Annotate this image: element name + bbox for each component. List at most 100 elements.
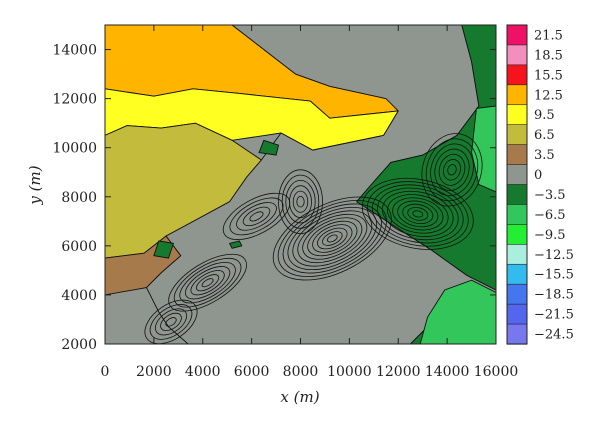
- contour-line-10: [277, 200, 387, 277]
- colorbar-label-1: 18.5: [534, 48, 563, 63]
- colorbar-label-8: −3.5: [534, 188, 566, 203]
- contour-line-49: [160, 312, 182, 332]
- colorbar-label-11: −12.5: [534, 248, 574, 263]
- contour-line-26: [434, 148, 470, 191]
- contour-line-43: [190, 270, 225, 296]
- contour-line-4: [307, 220, 358, 257]
- contour-line-5: [302, 217, 363, 260]
- contour-line-6: [297, 213, 368, 264]
- contour-line-1: [322, 231, 343, 246]
- x-tick-label-3: 6000: [234, 364, 270, 380]
- colorbar-label-15: −24.5: [534, 328, 574, 343]
- colorbar-swatch-3: [506, 84, 528, 106]
- colorbar-swatch-6: [506, 144, 528, 166]
- contour-line-22: [361, 177, 474, 250]
- colorbar-swatch-7: [506, 164, 528, 186]
- contour-region-8: [153, 240, 174, 259]
- contour-line-11: [272, 196, 392, 281]
- colorbar-swatch-9: [506, 204, 528, 225]
- colorbar-label-4: 9.5: [534, 108, 555, 123]
- contour-line-28: [425, 138, 479, 202]
- contour-line-25: [438, 153, 466, 186]
- colorbar-swatch-4: [506, 104, 528, 126]
- colorbar-swatch-12: [506, 263, 528, 285]
- colorbar-swatch-2: [506, 64, 528, 86]
- contour-line-45: [179, 262, 236, 304]
- contour-line-46: [173, 257, 242, 308]
- contour-line-7: [292, 210, 373, 267]
- y-axis-ticks: 2000 4000 6000 8000 10000 12000 14000: [52, 43, 496, 353]
- colorbar-label-7: 0: [534, 168, 542, 183]
- colorbar: 21.5 18.5 15.5 12.5 9.5 6.5 3.5 0 −3.5 −6.5 −9.5 −1…: [506, 24, 574, 345]
- y-tick-label-5: 12000: [52, 92, 97, 108]
- colorbar-swatch-13: [506, 283, 528, 305]
- colorbar-frame: [506, 24, 528, 345]
- contour-line-37: [242, 206, 271, 227]
- contour-line-21: [366, 181, 469, 247]
- colorbar-swatch-11: [506, 244, 528, 265]
- contour-lines: [144, 133, 483, 344]
- colorbar-label-13: −18.5: [534, 288, 574, 303]
- contour-region-9: [228, 240, 243, 249]
- contour-fill-regions: [105, 25, 496, 344]
- colorbar-label-2: 15.5: [534, 68, 563, 83]
- y-tick-label-2: 6000: [61, 239, 97, 255]
- contour-line-31: [292, 190, 309, 213]
- colorbar-label-0: 21.5: [534, 28, 563, 43]
- colorbar-label-12: −15.5: [534, 268, 574, 283]
- x-tick-label-1: 2000: [136, 364, 172, 380]
- colorbar-swatch-0: [506, 24, 528, 46]
- colorbar-swatch-8: [506, 184, 528, 206]
- contour-line-47: [168, 253, 247, 312]
- contour-region-7: [419, 279, 496, 344]
- colorbar-label-14: −21.5: [534, 308, 574, 323]
- contour-line-0: [326, 234, 338, 243]
- contour-line-15: [397, 200, 439, 228]
- contour-line-16: [392, 197, 444, 231]
- colorbar-label-6: 3.5: [534, 148, 555, 163]
- contour-line-14: [402, 203, 434, 225]
- contour-line-38: [236, 202, 277, 231]
- y-tick-label-1: 4000: [61, 288, 97, 304]
- contour-line-9: [282, 203, 382, 274]
- colorbar-swatch-1: [506, 44, 528, 66]
- contour-line-48: [165, 317, 177, 327]
- contour-line-27: [430, 143, 474, 197]
- contour-line-39: [229, 197, 284, 236]
- colorbar-swatch-15: [506, 323, 528, 345]
- contour-line-23: [447, 164, 457, 176]
- y-axis-label: y (m): [26, 165, 44, 205]
- y-tick-label-3: 8000: [61, 190, 97, 206]
- x-tick-label-0: 0: [101, 364, 110, 380]
- contour-line-33: [285, 179, 316, 224]
- x-axis-label: x (m): [280, 388, 319, 406]
- contour-line-18: [382, 190, 454, 237]
- contour-line-12: [412, 210, 424, 218]
- colorbar-swatch-10: [506, 224, 528, 245]
- contour-line-19: [377, 187, 459, 241]
- contour-line-51: [149, 304, 193, 340]
- contour-line-52: [144, 299, 198, 344]
- colorbar-label-10: −9.5: [534, 228, 566, 243]
- contour-line-30: [296, 195, 305, 208]
- colorbar-label-3: 12.5: [534, 88, 563, 103]
- y-tick-label-6: 14000: [52, 43, 97, 59]
- contour-line-36: [249, 211, 264, 222]
- contour-line-17: [387, 194, 449, 234]
- contour-line-40: [222, 192, 291, 240]
- colorbar-swatch-14: [506, 303, 528, 325]
- colorbar-swatch-5: [506, 124, 528, 146]
- x-tick-label-2: 4000: [185, 364, 221, 380]
- contour-line-50: [154, 308, 188, 336]
- contour-line-42: [196, 274, 220, 292]
- x-tick-label-8: 16000: [474, 364, 519, 380]
- colorbar-label-9: −6.5: [534, 208, 566, 223]
- x-tick-label-7: 14000: [425, 364, 470, 380]
- x-tick-label-6: 12000: [376, 364, 421, 380]
- y-tick-label-0: 2000: [61, 337, 97, 353]
- x-tick-label-4: 8000: [283, 364, 319, 380]
- contour-line-29: [421, 133, 483, 207]
- contour-region-10: [258, 139, 280, 156]
- contour-line-24: [442, 159, 462, 181]
